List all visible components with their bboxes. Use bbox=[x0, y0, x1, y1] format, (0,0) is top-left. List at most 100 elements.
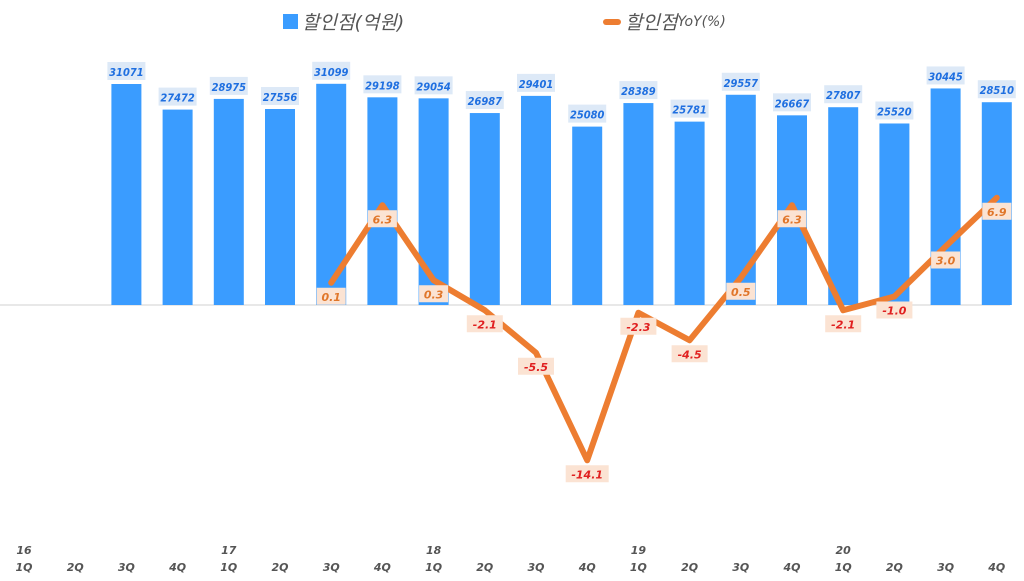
bar-label-bg bbox=[926, 66, 965, 85]
bar bbox=[725, 94, 756, 305]
bar-data-label: 26667 bbox=[775, 97, 810, 110]
bar bbox=[879, 123, 910, 306]
bar-label-bg bbox=[670, 99, 709, 118]
x-tick-label: 2Q bbox=[476, 561, 493, 574]
x-tick-label: 2Q bbox=[681, 561, 698, 574]
x-tick-label: 4Q bbox=[578, 561, 596, 574]
bar-data-label: 29054 bbox=[416, 80, 451, 93]
bar-data-label: 25520 bbox=[877, 105, 912, 118]
x-tick-label: 4Q bbox=[987, 561, 1005, 574]
bar-label-bg bbox=[209, 76, 248, 95]
yoy-data-label: -5.5 bbox=[524, 361, 548, 374]
legend-line-swatch bbox=[603, 18, 621, 25]
yoy-label-bg bbox=[876, 301, 913, 319]
x-tick-label: 1Q bbox=[630, 561, 647, 574]
yoy-label-bg bbox=[777, 210, 807, 228]
bar bbox=[930, 88, 961, 305]
yoy-data-label: 6.3 bbox=[373, 213, 393, 226]
yoy-data-label: 6.9 bbox=[987, 206, 1007, 219]
bar bbox=[623, 103, 654, 305]
yoy-label-bg bbox=[518, 357, 554, 375]
legend-line-label-unit: YoY(%) bbox=[677, 13, 726, 30]
x-tick-label: 4Q bbox=[168, 561, 186, 574]
bar-label-bg bbox=[363, 75, 402, 94]
legend-item-bar: 할인점(억원) bbox=[283, 8, 404, 35]
x-tick-label: 1Q bbox=[15, 561, 32, 574]
bar-label-bg bbox=[721, 72, 760, 91]
yoy-data-label: -1.0 bbox=[882, 305, 906, 318]
bar-label-bg bbox=[107, 62, 146, 80]
yoy-data-label: -4.5 bbox=[678, 348, 702, 361]
x-year-label: 18 bbox=[426, 544, 442, 557]
yoy-label-bg bbox=[316, 287, 346, 305]
bar-label-bg bbox=[875, 101, 914, 120]
bar-label-bg bbox=[824, 85, 863, 104]
yoy-data-label: 0.1 bbox=[321, 291, 341, 304]
bar-data-label: 27556 bbox=[263, 91, 298, 104]
legend-item-line: 할인점 YoY(%) bbox=[603, 8, 726, 35]
yoy-label-bg bbox=[671, 345, 708, 363]
x-tick-label: 2Q bbox=[271, 561, 288, 574]
x-tick-label: 2Q bbox=[886, 561, 903, 574]
x-tick-label: 4Q bbox=[782, 561, 800, 574]
bar bbox=[367, 97, 398, 305]
bar-data-label: 26987 bbox=[468, 95, 503, 108]
x-tick-label: 3Q bbox=[527, 561, 544, 574]
bar-data-label: 29401 bbox=[519, 78, 553, 91]
bar bbox=[418, 98, 449, 305]
legend: 할인점(억원) 할인점 YoY(%) bbox=[0, 8, 1024, 38]
yoy-label-bg bbox=[931, 251, 961, 269]
yoy-data-label: -2.1 bbox=[473, 318, 497, 331]
bar bbox=[469, 113, 500, 306]
bar-label-bg bbox=[773, 93, 811, 112]
bar-label-bg bbox=[977, 80, 1016, 99]
x-year-label: 17 bbox=[221, 544, 237, 557]
bar bbox=[521, 95, 551, 305]
bar-data-label: 29198 bbox=[365, 79, 400, 92]
bar-label-bg bbox=[568, 104, 607, 123]
bar-data-label: 31099 bbox=[314, 66, 349, 79]
bar bbox=[162, 109, 193, 305]
yoy-label-bg bbox=[825, 315, 862, 333]
bar-label-bg bbox=[414, 76, 453, 95]
x-tick-label: 3Q bbox=[937, 561, 954, 574]
bar-data-label: 29557 bbox=[724, 77, 759, 90]
x-year-label: 16 bbox=[16, 544, 32, 557]
x-tick-label: 1Q bbox=[220, 561, 237, 574]
bar-label-bg bbox=[619, 81, 658, 100]
x-year-label: 19 bbox=[631, 544, 647, 557]
x-tick-label: 1Q bbox=[835, 561, 852, 574]
bar-data-label: 28389 bbox=[621, 85, 656, 98]
x-tick-label: 3Q bbox=[118, 561, 135, 574]
bar-data-label: 28975 bbox=[212, 81, 247, 94]
yoy-data-label: -2.3 bbox=[626, 321, 650, 334]
bar bbox=[572, 126, 603, 306]
bar-data-label: 27472 bbox=[160, 92, 195, 105]
yoy-label-bg bbox=[726, 282, 756, 300]
yoy-label-bg bbox=[367, 210, 397, 228]
yoy-data-label: 0.5 bbox=[731, 286, 751, 299]
legend-bar-label: 할인점(억원) bbox=[302, 12, 405, 34]
yoy-label-bg bbox=[620, 317, 657, 335]
x-year-label: 20 bbox=[836, 544, 852, 557]
legend-bar-swatch bbox=[283, 14, 298, 29]
bar bbox=[213, 98, 244, 305]
bar-label-bg bbox=[465, 91, 504, 110]
bar-data-label: 28510 bbox=[980, 84, 1015, 97]
bar-label-bg bbox=[158, 87, 197, 106]
bar-label-bg bbox=[517, 73, 555, 92]
bar-data-label: 25080 bbox=[570, 109, 605, 122]
yoy-data-label: -2.1 bbox=[831, 318, 855, 331]
bar-data-label: 25781 bbox=[672, 104, 706, 117]
x-tick-label: 1Q bbox=[425, 561, 442, 574]
bar bbox=[265, 109, 295, 306]
bar bbox=[828, 107, 859, 305]
bar-data-label: 30445 bbox=[928, 70, 963, 83]
yoy-label-bg bbox=[419, 285, 449, 303]
bar-data-label: 31071 bbox=[109, 66, 143, 79]
legend-line-label-main: 할인점 bbox=[625, 12, 678, 34]
bar-label-bg bbox=[261, 87, 299, 106]
bar-data-label: 27807 bbox=[826, 89, 861, 102]
x-tick-label: 3Q bbox=[323, 561, 340, 574]
yoy-label-bg bbox=[982, 202, 1012, 220]
